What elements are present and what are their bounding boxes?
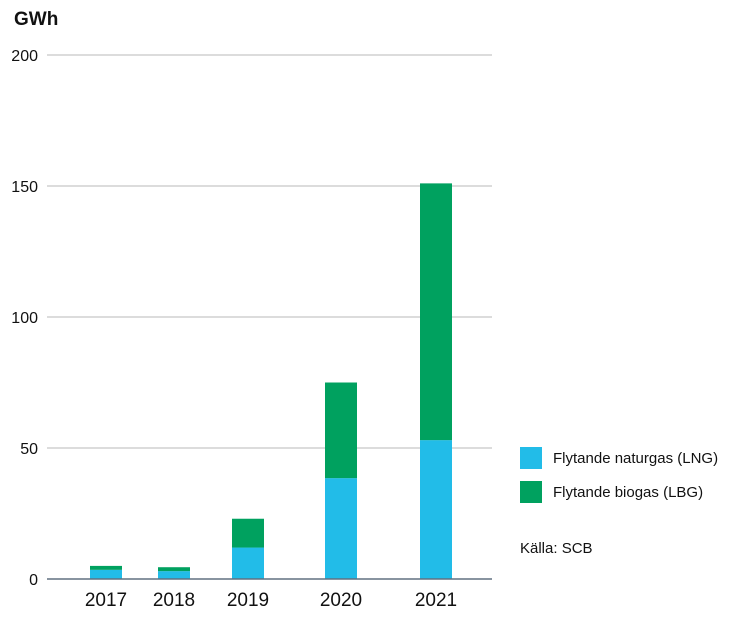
y-tick-label-100: 100	[11, 310, 38, 327]
y-tick-label-200: 200	[11, 48, 38, 65]
y-tick-label-0: 0	[29, 572, 38, 589]
bar-2020-lng	[325, 478, 357, 579]
x-tick-label-2020: 2020	[320, 590, 362, 611]
x-tick-label-2019: 2019	[227, 590, 269, 611]
bar-2017-lng	[90, 569, 122, 579]
bar-2020-lbg	[325, 382, 357, 479]
legend-label-lbg: Flytande biogas (LBG)	[553, 483, 704, 501]
bar-2019-lng	[232, 547, 264, 579]
x-tick-label-2021: 2021	[415, 590, 457, 611]
legend-item-lng: Flytande naturgas (LNG)	[520, 445, 718, 471]
source-note: Källa: SCB	[520, 540, 593, 557]
legend-label-lng: Flytande naturgas (LNG)	[553, 449, 719, 467]
bar-2021-lbg	[420, 183, 452, 441]
bar-2018-lng	[158, 571, 190, 579]
legend-swatch-lbg	[520, 481, 542, 503]
legend-swatch-lng	[520, 447, 542, 469]
bar-2018-lbg	[158, 567, 190, 572]
bar-2021-lng	[420, 440, 452, 579]
legend-item-lbg: Flytande biogas (LBG)	[520, 479, 718, 505]
y-tick-label-50: 50	[20, 441, 38, 458]
bar-2019-lbg	[232, 518, 264, 548]
x-tick-label-2017: 2017	[85, 590, 127, 611]
y-tick-label-150: 150	[11, 179, 38, 196]
legend: Flytande naturgas (LNG) Flytande biogas …	[520, 445, 718, 513]
bar-2017-lbg	[90, 565, 122, 570]
y-axis-unit-label: GWh	[14, 9, 59, 30]
x-tick-label-2018: 2018	[153, 590, 195, 611]
